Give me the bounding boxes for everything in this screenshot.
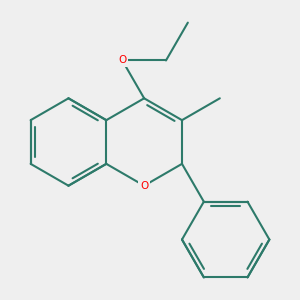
Text: O: O <box>118 56 126 65</box>
Text: O: O <box>140 181 148 191</box>
